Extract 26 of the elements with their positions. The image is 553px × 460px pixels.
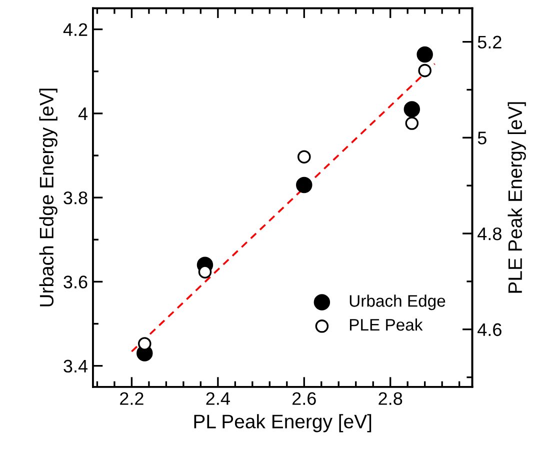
x-tick-label: 2.4 bbox=[206, 392, 230, 405]
y2-tick-label: 5 bbox=[478, 132, 486, 144]
point bbox=[416, 46, 433, 63]
point bbox=[405, 116, 419, 130]
point bbox=[138, 337, 152, 350]
y-tick-label: 3.4 bbox=[64, 360, 88, 373]
x-tick-label: 2.8 bbox=[378, 392, 402, 405]
x-tick-label: 2.2 bbox=[120, 392, 144, 405]
y2-axis-title: PLE Peak Energy [eV] bbox=[508, 102, 526, 293]
legend-label: PLE Peak bbox=[350, 318, 423, 331]
point bbox=[198, 265, 212, 278]
y2-tick-label: 4.6 bbox=[478, 323, 502, 336]
point bbox=[404, 101, 420, 118]
y-tick-label: 4.2 bbox=[63, 23, 88, 36]
y2-tick-label: 5.2 bbox=[478, 36, 502, 49]
point bbox=[297, 150, 311, 164]
y-axis-title: Urbach Edge Energy [eV] bbox=[39, 88, 58, 306]
y-tick-label: 3.8 bbox=[64, 192, 88, 204]
x-axis-title: PL Peak Energy [eV] bbox=[194, 414, 372, 432]
point bbox=[418, 64, 432, 78]
point bbox=[296, 176, 312, 194]
y-tick-label: 3.6 bbox=[64, 276, 88, 288]
y2-tick-label: 4.8 bbox=[478, 227, 502, 240]
x-tick-label: 2.6 bbox=[292, 392, 316, 405]
y-tick-label: 4 bbox=[78, 108, 88, 120]
legend-label: Urbach Edge bbox=[350, 294, 446, 310]
